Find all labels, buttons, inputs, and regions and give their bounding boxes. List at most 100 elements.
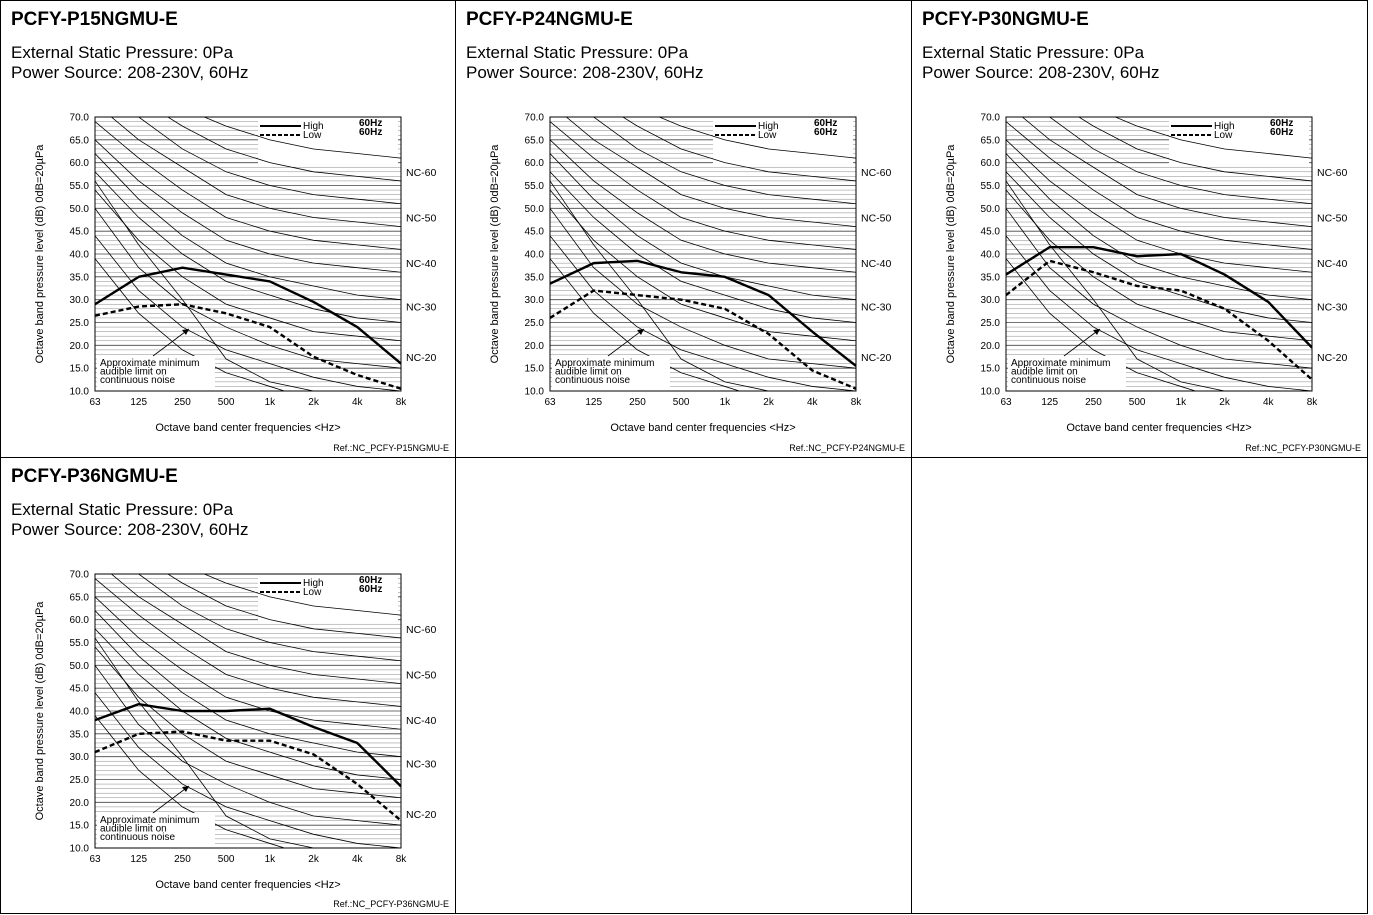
legend-high-label: High bbox=[1214, 121, 1235, 132]
x-tick-label: 2k bbox=[763, 397, 775, 408]
nc-label: NC-40 bbox=[861, 258, 892, 270]
y-tick-label: 25.0 bbox=[70, 775, 90, 786]
y-tick-label: 50.0 bbox=[70, 661, 90, 672]
nc-label: NC-60 bbox=[406, 167, 437, 179]
data-series bbox=[550, 259, 856, 390]
y-tick-label: 45.0 bbox=[70, 227, 90, 238]
nc-label: NC-40 bbox=[406, 258, 437, 270]
nc-curve bbox=[167, 574, 401, 639]
x-tick-label: 8k bbox=[396, 854, 408, 865]
nc-curve bbox=[95, 715, 286, 848]
y-tick-label: 45.0 bbox=[70, 684, 90, 695]
y-tick-label: 40.0 bbox=[525, 250, 545, 261]
y-tick-label: 20.0 bbox=[70, 798, 90, 809]
nc-curve bbox=[658, 117, 856, 159]
y-tick-label: 30.0 bbox=[981, 295, 1001, 306]
nc-curve bbox=[95, 153, 401, 301]
x-axis-ticks: 63 125 250 500 1k 2k 4k 8k bbox=[89, 854, 407, 865]
series-low-line bbox=[1006, 259, 1312, 381]
y-tick-label: 40.0 bbox=[70, 250, 90, 261]
x-tick-label: 63 bbox=[1000, 397, 1012, 408]
y-tick-label: 50.0 bbox=[70, 204, 90, 215]
y-tick-label: 55.0 bbox=[525, 181, 545, 192]
nc-labels: NC-60 NC-50 NC-40 NC-30 NC-20 bbox=[861, 167, 892, 364]
annotation-line: Approximate minimum bbox=[100, 815, 199, 826]
x-tick-label: 125 bbox=[130, 397, 147, 408]
nc-curve bbox=[1006, 139, 1312, 273]
data-series bbox=[95, 702, 401, 822]
series-high-line bbox=[95, 702, 401, 788]
x-axis-title: Octave band center frequencies <Hz> bbox=[1066, 422, 1251, 434]
nc-curve bbox=[95, 692, 401, 848]
nc-curve bbox=[138, 574, 401, 662]
nc-label: NC-40 bbox=[1317, 258, 1348, 270]
y-axis-title: Octave band pressure level (dB) 0dB=20µP… bbox=[34, 601, 46, 821]
x-tick-label: 250 bbox=[174, 397, 191, 408]
y-axis-title: Octave band pressure level (dB) 0dB=20µP… bbox=[34, 144, 46, 364]
chart-condition-power: Power Source: 208-230V, 60Hz bbox=[11, 520, 249, 539]
legend-low-label: Low bbox=[1214, 130, 1233, 141]
annotation-line: audible limit on bbox=[1011, 367, 1078, 378]
y-axis-title: Octave band pressure level (dB) 0dB=20µP… bbox=[489, 144, 501, 364]
legend-low-label: Low bbox=[303, 587, 322, 598]
nc-curve bbox=[550, 171, 856, 323]
chart-reference: Ref.:NC_PCFY-P36NGMU-E bbox=[333, 899, 449, 909]
x-tick-label: 500 bbox=[218, 397, 235, 408]
nc-curve bbox=[1006, 235, 1312, 391]
legend-high-label: High bbox=[303, 578, 324, 589]
nc-chart: High 60Hz Low 60Hz Approximate minimumaudibl… bbox=[34, 113, 437, 435]
y-tick-label: 10.0 bbox=[70, 387, 90, 398]
nc-curve bbox=[95, 171, 401, 323]
x-tick-label: 8k bbox=[1307, 397, 1319, 408]
nc-curve bbox=[95, 121, 401, 250]
nc-curve bbox=[110, 574, 401, 684]
nc-label: NC-50 bbox=[406, 212, 437, 224]
nc-curve bbox=[167, 117, 401, 182]
chart-condition-power: Power Source: 208-230V, 60Hz bbox=[466, 63, 704, 82]
legend-high-label: High bbox=[303, 121, 324, 132]
nc-label: NC-30 bbox=[406, 759, 437, 771]
y-axis-ticks: 10.0 15.0 20.0 25.0 30.0 35.0 40.0 45.0 50.0 55.0… bbox=[70, 570, 90, 855]
nc-chart: High 60Hz Low 60Hz Approximate minimumaudibl… bbox=[34, 570, 437, 892]
x-tick-label: 8k bbox=[851, 397, 863, 408]
x-tick-label: 125 bbox=[1041, 397, 1058, 408]
annotation-line: audible limit on bbox=[100, 367, 167, 378]
y-tick-label: 25.0 bbox=[525, 318, 545, 329]
y-tick-label: 70.0 bbox=[525, 113, 545, 124]
x-tick-label: 250 bbox=[174, 854, 191, 865]
nc-curve bbox=[550, 235, 856, 391]
audible-limit-curve bbox=[1006, 180, 1229, 391]
x-tick-label: 4k bbox=[352, 854, 364, 865]
y-tick-label: 50.0 bbox=[525, 204, 545, 215]
y-tick-label: 70.0 bbox=[70, 570, 90, 581]
y-axis-ticks: 10.0 15.0 20.0 25.0 30.0 35.0 40.0 45.0 50.0 55.0… bbox=[525, 113, 545, 398]
annotation-arrow bbox=[152, 328, 190, 357]
y-tick-label: 35.0 bbox=[525, 272, 545, 283]
annotation-line: Approximate minimum bbox=[100, 358, 199, 369]
nc-curve bbox=[622, 117, 856, 182]
empty-panel bbox=[455, 457, 912, 914]
x-tick-label: 500 bbox=[673, 397, 690, 408]
nc-curve bbox=[1006, 121, 1312, 250]
y-tick-label: 20.0 bbox=[70, 341, 90, 352]
annotation-arrow bbox=[152, 785, 190, 814]
y-tick-label: 70.0 bbox=[981, 113, 1001, 124]
y-tick-label: 15.0 bbox=[981, 364, 1001, 375]
nc-curve bbox=[95, 235, 401, 391]
chart-reference: Ref.:NC_PCFY-P24NGMU-E bbox=[789, 443, 905, 453]
y-tick-label: 55.0 bbox=[70, 181, 90, 192]
y-tick-label: 15.0 bbox=[70, 821, 90, 832]
legend: High 60Hz Low 60Hz bbox=[1169, 118, 1309, 164]
y-tick-label: 70.0 bbox=[70, 113, 90, 124]
nc-label: NC-20 bbox=[406, 809, 437, 821]
y-tick-label: 55.0 bbox=[981, 181, 1001, 192]
x-tick-label: 63 bbox=[89, 854, 101, 865]
plot-frame bbox=[94, 116, 402, 392]
x-tick-label: 8k bbox=[396, 397, 408, 408]
x-axis-ticks: 63 125 250 500 1k 2k 4k 8k bbox=[544, 397, 862, 408]
x-axis-title: Octave band center frequencies <Hz> bbox=[610, 422, 795, 434]
nc-curve bbox=[95, 139, 401, 273]
nc-curve bbox=[550, 121, 856, 250]
legend-high-freq: 60Hz bbox=[359, 575, 382, 586]
